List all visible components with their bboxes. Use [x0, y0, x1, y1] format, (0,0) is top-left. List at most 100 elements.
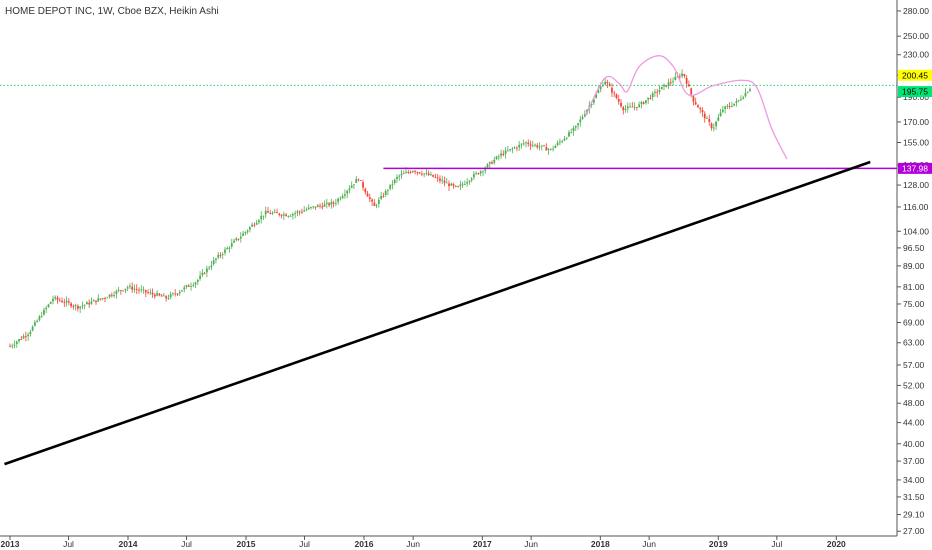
candle	[699, 106, 702, 114]
candle	[271, 211, 274, 216]
candle	[624, 104, 627, 113]
candle	[683, 73, 686, 79]
candle	[631, 101, 634, 108]
candle	[280, 213, 283, 219]
candle	[368, 193, 371, 203]
candle	[570, 128, 573, 134]
candle	[56, 295, 59, 304]
candle	[208, 265, 211, 270]
candle	[285, 212, 287, 217]
candle	[656, 89, 659, 98]
y-tick-label: 52.00	[903, 380, 925, 390]
candle	[167, 294, 170, 300]
candle	[522, 139, 525, 146]
candle	[334, 198, 337, 207]
candle	[380, 191, 383, 200]
candle	[104, 296, 106, 303]
candle	[215, 257, 217, 264]
candle	[142, 286, 145, 294]
candle	[697, 104, 699, 108]
candle	[162, 292, 165, 297]
candle	[495, 155, 498, 160]
candle	[373, 199, 376, 206]
y-tick-label: 81.00	[903, 282, 925, 292]
candle	[384, 189, 387, 197]
candle	[706, 115, 708, 119]
candle	[362, 179, 364, 191]
candle	[710, 122, 713, 131]
candle	[486, 163, 489, 168]
candle	[20, 335, 23, 340]
candle	[402, 170, 405, 175]
x-tick-label: 2017	[473, 539, 492, 549]
candle	[414, 169, 416, 175]
overlays	[0, 55, 897, 466]
candle	[325, 198, 328, 209]
candle	[319, 203, 321, 209]
y-tick-label: 31.50	[903, 492, 925, 502]
candle	[115, 289, 118, 299]
candle	[108, 294, 111, 299]
y-tick-label: 75.00	[903, 299, 925, 309]
candle	[516, 146, 518, 152]
candle	[330, 198, 333, 209]
y-tick-label: 34.00	[903, 475, 925, 485]
candle	[411, 170, 414, 173]
candle	[38, 314, 41, 322]
candle	[744, 88, 747, 98]
time-axis[interactable]: 2013 Jul 2014 Jul 2015 Jul 2016 Jun 2017 Jun 2018 J…	[1, 536, 847, 549]
y-tick-label: 96.50	[903, 243, 925, 253]
candle	[291, 212, 294, 220]
candle	[33, 320, 36, 327]
candle	[629, 102, 631, 108]
candle	[484, 166, 487, 174]
candle	[502, 150, 505, 157]
candle	[344, 189, 346, 199]
candle	[40, 311, 43, 318]
candle	[726, 103, 729, 109]
candle	[678, 73, 681, 80]
y-tick-label: 29.10	[903, 510, 925, 520]
candle	[119, 289, 122, 295]
x-tick-label: 2016	[355, 539, 374, 549]
candle	[298, 210, 301, 216]
candle	[366, 190, 369, 197]
candle	[9, 343, 11, 348]
y-tick-label: 230.00	[903, 50, 929, 60]
candle	[129, 283, 131, 289]
y-tick-label: 40.00	[903, 439, 925, 449]
candle	[531, 140, 534, 148]
candle	[669, 78, 672, 87]
candle	[552, 145, 555, 152]
candle	[22, 333, 25, 340]
candle	[54, 295, 57, 301]
candle	[122, 290, 125, 292]
uptrend-line[interactable]	[4, 160, 871, 466]
candle	[497, 154, 500, 161]
candle	[72, 304, 75, 310]
candle	[742, 95, 745, 100]
candle	[260, 211, 263, 224]
candle	[620, 99, 622, 108]
candle	[235, 236, 238, 242]
candle	[613, 90, 616, 98]
candle	[117, 287, 120, 293]
candle	[441, 175, 444, 185]
candle	[332, 200, 335, 208]
candle	[52, 295, 54, 305]
candle	[719, 108, 722, 117]
candle	[307, 204, 310, 211]
head-and-shoulders-sketch[interactable]	[584, 55, 788, 160]
candle	[144, 289, 147, 298]
candle	[439, 175, 441, 184]
y-tick-label: 104.00	[903, 226, 929, 236]
candle	[511, 146, 514, 154]
candle	[694, 97, 697, 106]
candle	[749, 87, 751, 92]
x-tick-label: Jun	[406, 539, 420, 549]
candle	[554, 144, 557, 149]
candle	[622, 105, 625, 115]
candle	[233, 238, 235, 244]
